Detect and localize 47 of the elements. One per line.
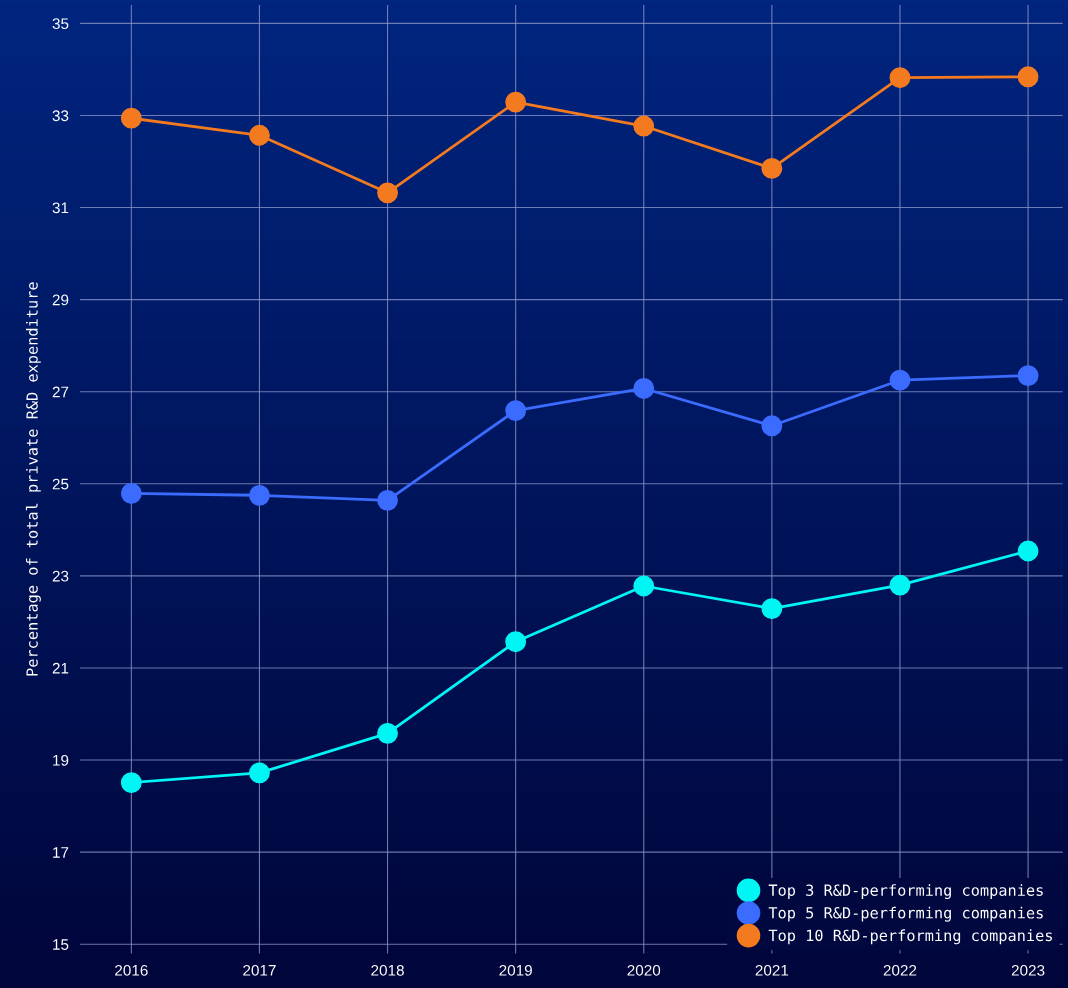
x-tick-label: 2022 [883,964,917,976]
x-tick-label: 2017 [243,964,276,976]
point [249,124,270,146]
y-axis-title: Percentage of total private R&D expenditure [25,282,41,676]
point [505,91,527,113]
x-tick-label: 2016 [115,964,148,976]
x-tick-label: 2020 [627,964,661,976]
x-tick-label: 2019 [499,964,532,976]
point [120,483,142,504]
point [377,722,398,744]
y-tick-label: 21 [52,662,69,674]
x-tick-label: 2023 [1011,964,1045,976]
y-tick-label: 17 [53,847,69,858]
point [505,631,527,653]
legend-label: Top 3 R&D-performing companies [768,884,1043,900]
point [889,67,911,89]
point [1017,540,1039,562]
point [120,772,142,794]
point [377,489,398,511]
point [761,598,783,619]
y-tick-label: 33 [52,110,69,122]
point [1017,66,1039,88]
point [249,484,270,506]
point [377,182,398,204]
point [761,157,783,179]
y-tick-label: 15 [53,939,69,950]
legend-label: Top 10 R&D-performing companies [768,929,1052,945]
point [633,115,655,137]
y-tick-label: 25 [52,478,69,490]
x-tick-label: 2018 [371,964,404,976]
y-tick-label: 19 [53,754,69,766]
legend-label: Top 5 R&D-performing companies [768,906,1043,922]
y-tick-label: 23 [52,570,69,582]
point [633,575,655,597]
point [633,378,655,399]
y-tick-label: 27 [52,386,69,398]
y-tick-label: 29 [52,294,69,306]
x-tick-label: 2021 [755,964,789,976]
point [889,574,911,596]
point [249,762,270,784]
point [761,415,783,437]
point [120,107,142,129]
point [505,400,527,421]
y-tick-label: 31 [52,202,69,214]
y-tick-label: 35 [52,18,69,30]
point [889,369,911,391]
point [1017,365,1039,387]
